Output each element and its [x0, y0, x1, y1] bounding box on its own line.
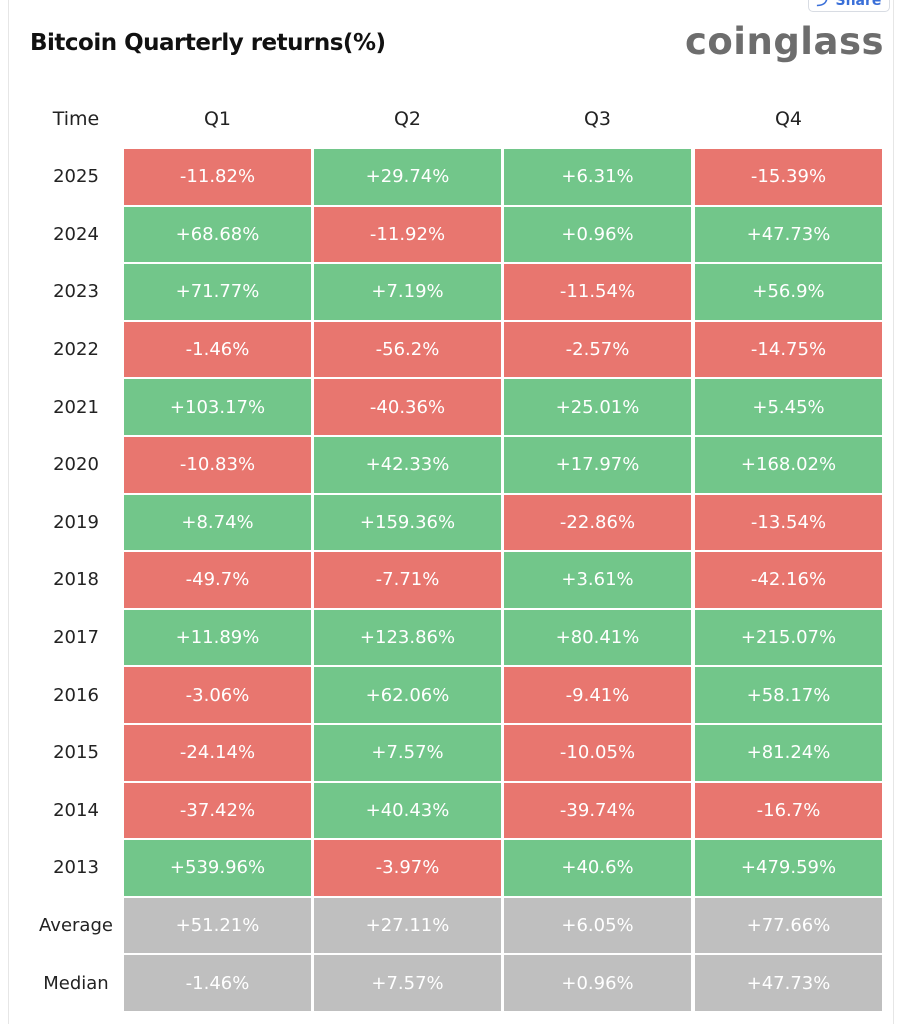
column-header: Q2 — [393, 108, 422, 130]
return-cell: +5.45% — [695, 379, 882, 435]
row-label: 2016 — [53, 684, 99, 706]
return-cell: +17.97% — [504, 437, 691, 493]
return-cell: -11.54% — [504, 264, 691, 320]
summary-cell: -1.46% — [124, 955, 311, 1011]
return-cell: +71.77% — [124, 264, 311, 320]
return-cell: -22.86% — [504, 494, 691, 551]
column-header: Q3 — [583, 108, 612, 130]
return-cell: -40.36% — [314, 379, 501, 435]
row-label: 2013 — [53, 857, 99, 879]
return-cell: +40.6% — [504, 840, 691, 896]
return-cell: +29.74% — [314, 149, 501, 205]
row-label: 2020 — [53, 454, 99, 476]
column-header: Time — [52, 108, 100, 130]
row-label: 2017 — [53, 627, 99, 649]
return-cell: -56.2% — [314, 321, 501, 378]
return-cell: -2.57% — [504, 321, 691, 378]
return-cell: +80.41% — [504, 609, 691, 666]
return-cell: +7.19% — [314, 264, 501, 320]
summary-cell: +47.73% — [695, 955, 882, 1011]
return-cell: -15.39% — [695, 149, 882, 205]
return-cell: +11.89% — [124, 609, 311, 666]
column-header: Q4 — [774, 108, 803, 130]
row-label: 2019 — [53, 511, 99, 533]
summary-cell: +51.21% — [124, 897, 311, 954]
logo: coinglass — [684, 20, 884, 63]
title: Bitcoin Quarterly returns(%) — [30, 30, 386, 56]
frame — [8, 0, 894, 1024]
return-cell: +103.17% — [124, 379, 311, 435]
return-cell: +81.24% — [695, 725, 882, 781]
return-cell: +3.61% — [504, 552, 691, 608]
row-label: 2021 — [53, 396, 99, 418]
return-cell: -14.75% — [695, 321, 882, 378]
column-header: Q1 — [203, 108, 232, 130]
row-label: 2023 — [53, 281, 99, 303]
return-cell: -3.06% — [124, 667, 311, 723]
return-cell: +6.31% — [504, 149, 691, 205]
return-cell: -42.16% — [695, 552, 882, 608]
return-cell: -49.7% — [124, 552, 311, 608]
return-cell: +58.17% — [695, 667, 882, 723]
row-label: 2022 — [53, 339, 99, 361]
summary-cell: +6.05% — [504, 897, 691, 954]
row-label: Median — [43, 972, 109, 994]
return-cell: +42.33% — [314, 437, 501, 493]
row-label: 2018 — [53, 569, 99, 591]
return-cell: +539.96% — [124, 840, 311, 896]
return-cell: -3.97% — [314, 840, 501, 896]
return-cell: +0.96% — [504, 206, 691, 263]
summary-cell: +77.66% — [695, 897, 882, 954]
return-cell: -16.7% — [695, 782, 882, 839]
return-cell: +215.07% — [695, 609, 882, 666]
return-cell: +8.74% — [124, 494, 311, 551]
row-label: 2024 — [53, 223, 99, 245]
return-cell: -7.71% — [314, 552, 501, 608]
return-cell: -24.14% — [124, 725, 311, 781]
return-cell: +168.02% — [695, 437, 882, 493]
return-cell: +40.43% — [314, 782, 501, 839]
return-cell: +47.73% — [695, 206, 882, 263]
return-cell: -39.74% — [504, 782, 691, 839]
share-button[interactable]: ⤴ Share — [808, 0, 890, 12]
return-cell: +25.01% — [504, 379, 691, 435]
return-cell: -9.41% — [504, 667, 691, 723]
return-cell: -1.46% — [124, 321, 311, 378]
row-label: 2015 — [53, 742, 99, 764]
return-cell: +68.68% — [124, 206, 311, 263]
return-cell: -11.92% — [314, 206, 501, 263]
return-cell: +7.57% — [314, 725, 501, 781]
return-cell: -11.82% — [124, 149, 311, 205]
summary-cell: +7.57% — [314, 955, 501, 1011]
return-cell: -13.54% — [695, 494, 882, 551]
row-label: Average — [39, 915, 113, 937]
summary-cell: +0.96% — [504, 955, 691, 1011]
share-icon: ⤴ — [816, 0, 836, 9]
return-cell: +479.59% — [695, 840, 882, 896]
return-cell: +62.06% — [314, 667, 501, 723]
return-cell: -10.83% — [124, 437, 311, 493]
row-label: 2014 — [53, 799, 99, 821]
return-cell: +56.9% — [695, 264, 882, 320]
row-label: 2025 — [53, 166, 99, 188]
return-cell: -37.42% — [124, 782, 311, 839]
share-label[interactable]: Share — [835, 0, 882, 9]
summary-cell: +27.11% — [314, 897, 501, 954]
return-cell: -10.05% — [504, 725, 691, 781]
return-cell: +159.36% — [314, 494, 501, 551]
return-cell: +123.86% — [314, 609, 501, 666]
